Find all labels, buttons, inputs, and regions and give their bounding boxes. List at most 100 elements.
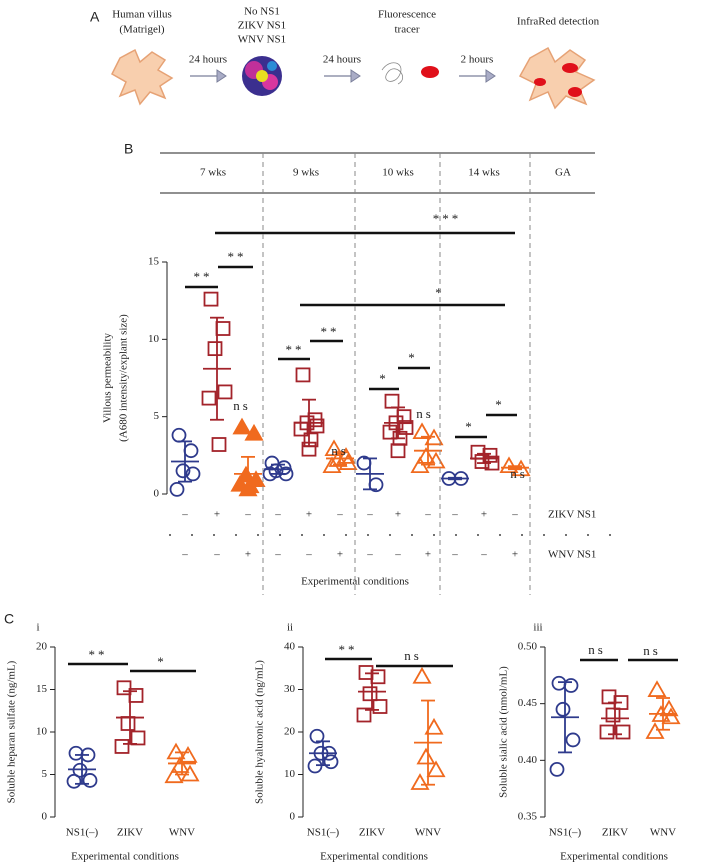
y-tick-label: 5: [154, 410, 160, 422]
x-tick-label: ZIKV: [117, 827, 143, 839]
point: [412, 666, 432, 684]
step-label: No NS1: [244, 6, 280, 18]
point: [565, 732, 581, 748]
point: [183, 443, 199, 459]
point: [130, 730, 146, 746]
significance: **: [339, 642, 358, 657]
header-label: GA: [555, 167, 571, 179]
dot-separator: [587, 534, 589, 536]
condition-sign: +: [425, 549, 431, 561]
condition-sign: –: [480, 549, 487, 561]
y-tick-label: 0: [290, 811, 296, 823]
step-label: InfraRed detection: [517, 16, 600, 28]
point: [170, 756, 190, 773]
dot-separator: [521, 534, 523, 536]
dot-separator: [565, 534, 567, 536]
panel-label: A: [90, 9, 100, 25]
y-tick-label: 10: [148, 333, 160, 345]
point: [66, 773, 82, 789]
condition-sign: –: [305, 549, 312, 561]
point: [324, 439, 344, 457]
condition-sign: –: [181, 549, 188, 561]
point: [203, 291, 219, 307]
condition-sign: +: [512, 549, 518, 561]
dot-separator: [345, 534, 347, 536]
y-tick-label: 20: [36, 641, 48, 653]
point: [470, 444, 486, 460]
point: [215, 321, 231, 336]
point: [323, 754, 339, 770]
point: [356, 707, 372, 723]
point: [207, 341, 223, 357]
significance: **: [89, 647, 108, 662]
y-tick-label: 0.45: [518, 697, 538, 709]
dot-separator: [213, 534, 215, 536]
y-tick-label: 40: [284, 641, 296, 653]
significance: *: [465, 419, 475, 434]
point: [232, 417, 252, 435]
significance: *: [157, 654, 167, 669]
x-axis-label: Experimental conditions: [320, 851, 428, 863]
point: [185, 466, 201, 482]
y-tick-label: 20: [284, 726, 296, 738]
x-axis-label: Experimental conditions: [301, 576, 409, 588]
y-axis-label: Villous permeability: [102, 332, 114, 423]
significance: *: [435, 285, 445, 300]
point: [390, 443, 406, 459]
condition-sign: +: [395, 509, 401, 521]
y-tick-label: 10: [36, 726, 48, 738]
dot-separator: [235, 534, 237, 536]
condition-sign: –: [336, 509, 343, 521]
condition-sign: –: [451, 509, 458, 521]
dot-separator: [609, 534, 611, 536]
point: [309, 728, 325, 744]
y-tick-label: 30: [284, 683, 296, 695]
x-tick-label: NS1(–): [66, 827, 99, 839]
step-label: tracer: [394, 24, 419, 36]
condition-sign: +: [306, 509, 312, 521]
condition-sign: –: [181, 509, 188, 521]
condition-sign: –: [366, 549, 373, 561]
point: [599, 724, 615, 740]
point: [605, 707, 621, 723]
dot-separator: [191, 534, 193, 536]
dot-separator: [257, 534, 259, 536]
header-label: 10 wks: [382, 167, 413, 179]
x-tick-label: ZIKV: [602, 827, 628, 839]
y-tick-label: 0: [154, 488, 160, 500]
header-label: 14 wks: [468, 167, 499, 179]
header-label: 7 wks: [200, 167, 226, 179]
condition-sign: –: [451, 549, 458, 561]
significance: *: [379, 371, 389, 386]
significance: **: [321, 324, 340, 339]
y-tick-label: 5: [42, 768, 48, 780]
point: [180, 764, 200, 782]
x-tick-label: NS1(–): [307, 827, 340, 839]
condition-sign: –: [394, 549, 401, 561]
y-tick-label: 15: [36, 683, 48, 695]
significance: *: [495, 397, 505, 412]
dot-separator: [411, 534, 413, 536]
dot-separator: [389, 534, 391, 536]
point: [424, 717, 444, 735]
dot-separator: [169, 534, 171, 536]
dot-separator: [499, 534, 501, 536]
arrow-head: [216, 69, 227, 83]
step-label: ZIKV NS1: [238, 20, 286, 32]
point: [116, 680, 132, 696]
panel-label: B: [124, 141, 133, 157]
point: [372, 699, 388, 714]
point: [426, 760, 446, 778]
dot-separator: [433, 534, 435, 536]
point: [647, 680, 667, 697]
y-tick-label: 15: [148, 256, 160, 268]
y-tick-label: 0.40: [518, 754, 538, 766]
point: [82, 773, 98, 788]
point: [601, 689, 617, 705]
point: [661, 707, 681, 725]
condition-sign: –: [274, 549, 281, 561]
detection-illustration: [518, 46, 596, 110]
dot-separator: [301, 534, 303, 536]
point: [217, 384, 233, 400]
row-label: WNV NS1: [548, 549, 596, 561]
